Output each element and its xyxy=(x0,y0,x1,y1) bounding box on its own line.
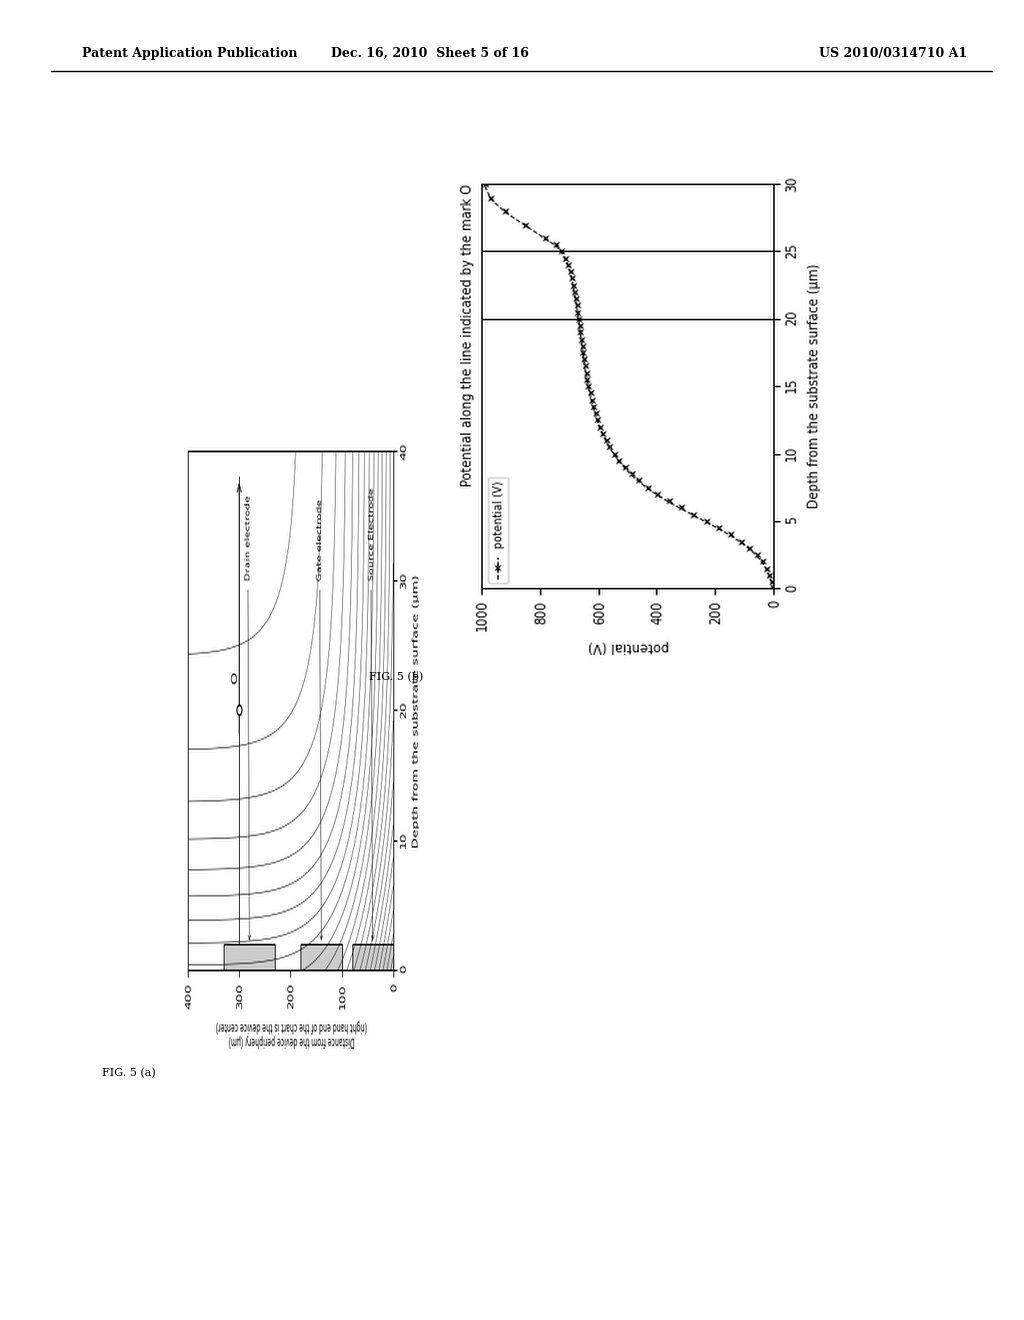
Text: Dec. 16, 2010  Sheet 5 of 16: Dec. 16, 2010 Sheet 5 of 16 xyxy=(331,46,529,59)
Text: US 2010/0314710 A1: US 2010/0314710 A1 xyxy=(819,46,968,59)
Text: FIG. 5 (a): FIG. 5 (a) xyxy=(102,1068,156,1078)
Text: Patent Application Publication: Patent Application Publication xyxy=(82,46,297,59)
Text: FIG. 5 (b): FIG. 5 (b) xyxy=(369,672,423,682)
